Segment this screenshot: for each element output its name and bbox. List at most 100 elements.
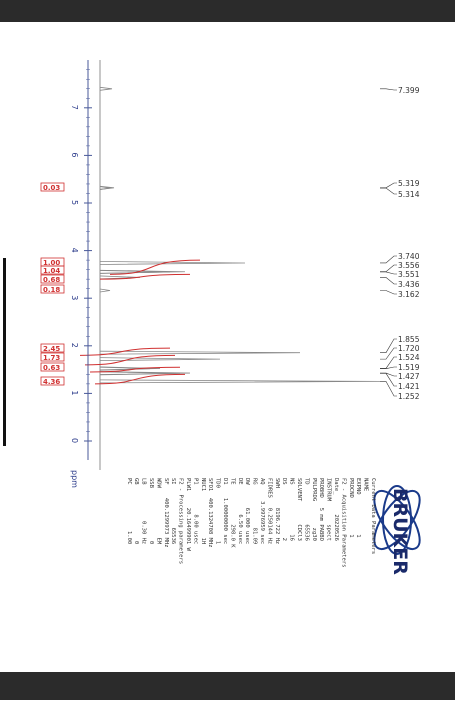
peak-label: 1.524	[398, 353, 420, 362]
integral-box	[40, 343, 65, 353]
tick-label: 0	[70, 438, 79, 443]
peak-label: 3.556	[398, 261, 420, 270]
parameter-line: F2 - Processing parameters	[178, 478, 184, 564]
integral-label: 0.63	[43, 364, 60, 372]
peak-label: 1.421	[398, 382, 420, 391]
tick-label: 6	[70, 152, 79, 157]
parameter-line: TE 298.0 K	[229, 478, 235, 548]
peak-leader	[380, 338, 397, 354]
peak	[99, 379, 381, 384]
parameter-line: PROBHD 5 mm PABBO	[318, 478, 324, 541]
integral-label: 4.36	[43, 378, 60, 386]
parameter-line: Current Data Parameters	[370, 478, 376, 554]
peak-label: 3.162	[398, 290, 420, 299]
peak-leader	[380, 277, 397, 285]
integral-box	[40, 362, 65, 372]
integral-box	[40, 284, 65, 294]
logo-text: BRUKER	[389, 488, 411, 575]
peak	[99, 357, 221, 362]
axis-label: ppm	[70, 470, 79, 488]
parameter-line: P1 8.00 usec	[192, 478, 198, 544]
parameter-line: SOLVENT CDCl3	[296, 478, 302, 541]
peak-label: 1.855	[398, 335, 420, 344]
parameter-line: TD 65536	[303, 478, 309, 541]
parameter-line: RG 81.09	[252, 478, 258, 544]
tick-label: 3	[70, 295, 79, 300]
parameter-line: INSTRUM spect	[326, 478, 332, 541]
peak	[99, 270, 171, 274]
parameter-line: NUC1 1H	[200, 478, 206, 544]
peak-label: 1.427	[398, 372, 420, 381]
integral-label: 0.03	[43, 184, 60, 192]
peak	[99, 261, 246, 265]
parameter-line: DW 61.000 usec	[244, 478, 250, 544]
parameter-line: Date_ 20220526	[333, 478, 339, 541]
integral-label: 1.73	[43, 354, 60, 362]
parameter-line: SFO1 400.1324708 MHz	[207, 478, 213, 548]
parameter-line: SI 65536	[170, 478, 176, 544]
integral-box	[40, 265, 65, 275]
integral	[79, 347, 171, 356]
parameter-line: AQ 3.9976959 sec	[259, 478, 265, 544]
logo-orbit	[373, 490, 421, 550]
peak	[99, 86, 113, 91]
tick-label: 7	[70, 105, 79, 110]
parameter-line: NAME	[363, 478, 369, 491]
peak	[99, 288, 111, 293]
peak	[99, 366, 151, 371]
peak-leader	[380, 373, 397, 387]
integral-curves	[79, 259, 201, 385]
integral	[94, 373, 186, 385]
bruker-logo: BRUKER	[373, 485, 421, 575]
tick-label: 1	[70, 390, 79, 395]
peak-leader	[380, 271, 397, 275]
scroll-indicator	[3, 258, 6, 446]
spectrum	[99, 86, 381, 384]
tick-label: 4	[70, 248, 79, 253]
peak-label: 3.551	[398, 270, 420, 279]
peak	[99, 371, 181, 376]
peak-leader	[380, 88, 397, 91]
peak-leader	[380, 187, 397, 195]
parameter-line: PC 1.00	[126, 478, 132, 544]
parameter-line: SF 400.1299973 MHz	[163, 478, 169, 548]
parameter-line: LB 0.30 Hz	[141, 478, 147, 544]
peak-leader	[380, 381, 397, 397]
integral	[99, 273, 191, 280]
parameter-line: WDW EM	[155, 478, 161, 545]
peak	[99, 350, 301, 355]
parameter-line: D1 1.00000000 sec	[222, 478, 228, 544]
integral-box	[40, 352, 65, 362]
integral-label: 0.68	[43, 276, 60, 284]
integral-label: 1.04	[43, 267, 60, 275]
parameter-line: PLW1 20.16499901 W	[185, 478, 191, 552]
peak-label: 3.740	[398, 252, 420, 261]
peak-leader	[380, 347, 397, 360]
parameter-line: SWH 8196.722 Hz	[274, 478, 280, 544]
peak-label: 7.399	[398, 86, 420, 95]
integral	[89, 366, 181, 373]
parameter-line: EXPNO 1	[355, 478, 361, 538]
integral-label: 1.00	[43, 259, 60, 267]
integral	[84, 354, 176, 366]
integral-box	[40, 182, 65, 192]
parameter-line: DS 2	[281, 478, 287, 541]
bottom-bar	[0, 672, 455, 700]
integral-label: 0.18	[43, 286, 60, 294]
peak-label: 3.436	[398, 280, 420, 289]
peak-label: 1.252	[398, 392, 420, 401]
parameter-line: SSB 0	[148, 478, 154, 544]
peak-label: 1.720	[398, 344, 420, 353]
peak-leader	[380, 290, 397, 295]
peak-leader	[380, 255, 397, 264]
peak-label: 5.314	[398, 190, 420, 199]
peak-label: 5.319	[398, 179, 420, 188]
peak	[99, 186, 111, 190]
parameter-line: DE 6.50 usec	[237, 478, 243, 544]
integral-box	[40, 274, 65, 284]
peak-label: 1.519	[398, 363, 420, 372]
peak-leader	[380, 264, 397, 273]
parameter-line: NS 16	[289, 478, 295, 541]
